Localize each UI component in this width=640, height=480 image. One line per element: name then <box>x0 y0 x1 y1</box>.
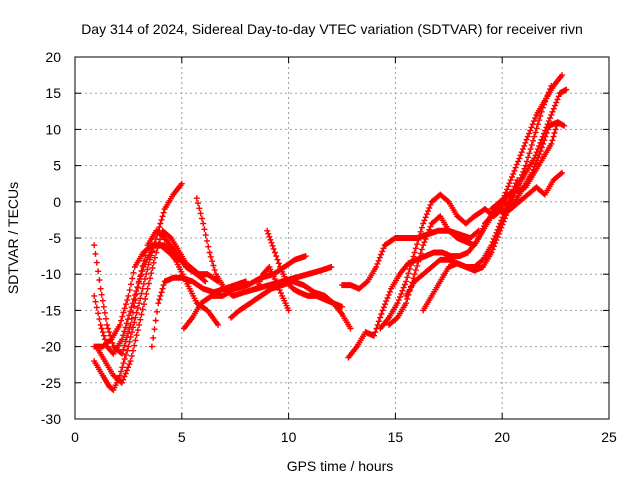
series-track-21 <box>488 119 561 212</box>
chart-title: Day 314 of 2024, Sidereal Day-to-day VTE… <box>81 21 583 37</box>
series-marks <box>227 278 354 332</box>
series-track-22 <box>499 169 565 212</box>
x-tick-label: 10 <box>281 429 297 445</box>
series-track-5 <box>91 242 222 350</box>
y-tick-label: -20 <box>41 339 61 355</box>
x-tick-label: 5 <box>178 429 186 445</box>
x-tick-label: 0 <box>71 429 79 445</box>
y-tick-label: -15 <box>41 302 61 318</box>
y-tick-label: -10 <box>41 266 61 282</box>
y-tick-label: 20 <box>45 49 61 65</box>
y-tick-label: 15 <box>45 85 61 101</box>
series-marks <box>488 119 561 212</box>
y-tick-label: -30 <box>41 411 61 427</box>
series-track-7 <box>180 253 309 332</box>
x-tick-label: 25 <box>601 429 617 445</box>
series-track-10 <box>264 227 345 310</box>
y-tick-label: 10 <box>45 121 61 137</box>
series-marks <box>499 169 565 212</box>
series-track-9 <box>227 278 354 332</box>
series-marks <box>253 264 292 314</box>
data-marks <box>91 72 570 393</box>
y-axis: -30 -25 -20 -15 -10 -5 0 5 10 15 20 <box>41 49 609 427</box>
series-marks <box>377 191 506 332</box>
y-tick-label: 0 <box>53 194 61 210</box>
series-track-13 <box>345 220 489 361</box>
series-marks <box>345 220 489 361</box>
series-track-14 <box>377 191 506 332</box>
y-tick-label: -25 <box>41 375 61 391</box>
x-tick-label: 20 <box>494 429 510 445</box>
y-tick-label: -5 <box>49 230 62 246</box>
series-marks <box>180 253 309 332</box>
series-marks <box>91 242 222 350</box>
y-axis-title: SDTVAR / TECUs <box>5 182 21 294</box>
x-axis-title: GPS time / hours <box>287 458 394 474</box>
y-tick-label: 5 <box>53 158 61 174</box>
series-marks <box>264 227 345 310</box>
x-axis: 0 5 10 15 20 25 <box>71 57 617 445</box>
series-track-11 <box>253 264 292 314</box>
x-tick-label: 15 <box>388 429 404 445</box>
